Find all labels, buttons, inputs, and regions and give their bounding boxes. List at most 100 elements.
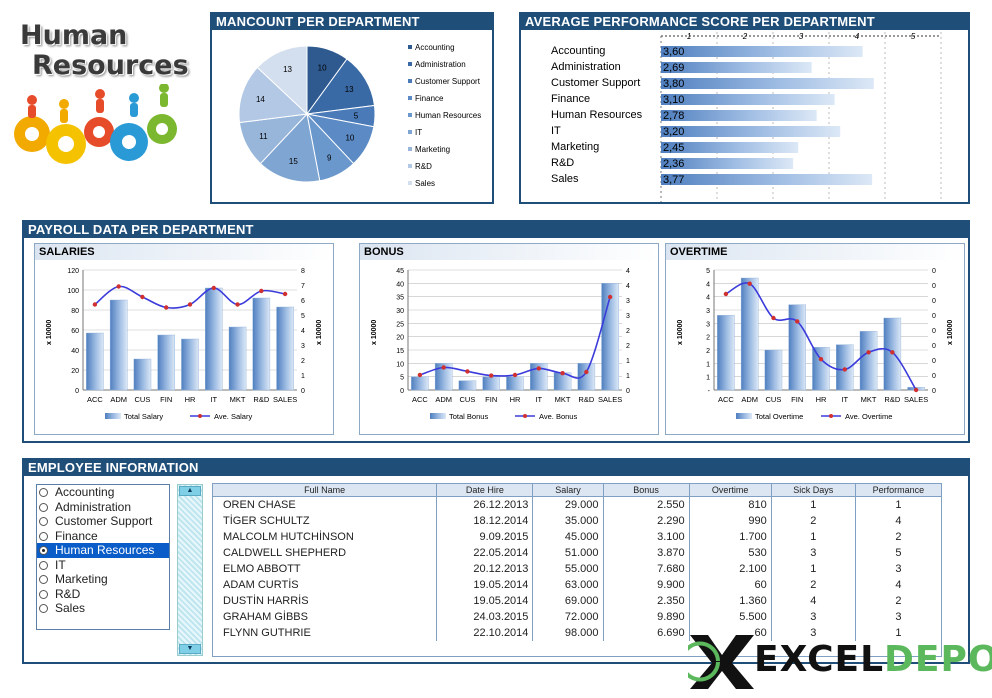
- bar-fin: [788, 304, 806, 391]
- cell-date-hire: 20.12.2013: [436, 560, 534, 577]
- y2-tick-label: 8: [301, 268, 305, 275]
- table-row[interactable]: ELMO ABBOTT 20.12.2013 55.000 7.680 2.100 1 3: [211, 560, 943, 577]
- bar-acc: [411, 376, 429, 391]
- cell-performance: 5: [854, 544, 943, 561]
- bar-mkt: [228, 326, 247, 391]
- scrollbar[interactable]: ▲ ▼: [177, 484, 203, 656]
- pie-data-label: 15: [289, 157, 298, 166]
- legend-label-accounting: Accounting: [415, 43, 455, 52]
- x-tick-label: IT: [535, 395, 542, 404]
- pie-data-label: 13: [283, 65, 292, 74]
- legend-swatch: [408, 45, 412, 49]
- y2-tick-label: 0: [932, 358, 936, 365]
- department-option-human-resources[interactable]: Human Resources: [37, 543, 169, 558]
- legend-marker: [829, 414, 833, 418]
- cell-full-name: TİGER SCHULTZ: [211, 512, 438, 529]
- cell-salary: 35.000: [532, 512, 604, 529]
- column-header-salary[interactable]: Salary: [532, 483, 604, 497]
- department-option-marketing[interactable]: Marketing: [37, 572, 169, 587]
- cell-salary: 69.000: [532, 592, 604, 609]
- line-marker: [536, 366, 541, 371]
- line-marker: [441, 365, 446, 370]
- cell-bonus: 2.550: [602, 496, 690, 513]
- x-tick-label: CUS: [460, 395, 476, 404]
- y2-tick-label: 0: [626, 388, 630, 395]
- table-row[interactable]: MALCOLM HUTCHİNSON 9.09.2015 45.000 3.100 1.…: [211, 528, 943, 545]
- cell-full-name: DUSTİN HARRİS: [211, 592, 438, 609]
- department-option-it[interactable]: IT: [37, 558, 169, 573]
- radio-icon: [39, 488, 48, 497]
- department-listbox[interactable]: Accounting Administration Customer Support…: [36, 484, 170, 630]
- y-tick-label: 10: [396, 361, 404, 368]
- perf-value-label: 3,80: [663, 78, 684, 90]
- column-header-overtime[interactable]: Overtime: [688, 483, 772, 497]
- legend-bar-label: Total Bonus: [449, 412, 488, 421]
- table-row[interactable]: FLYNN GUTHRIE 22.10.2014 98.000 6.690 60 3 1: [211, 624, 943, 641]
- pie-data-label: 10: [318, 63, 327, 72]
- cell-bonus: 3.870: [602, 544, 690, 561]
- bar-mkt: [859, 331, 878, 391]
- column-header-date-hire[interactable]: Date Hire: [436, 483, 534, 497]
- perf-category-human-resources: Human Resources: [551, 109, 643, 121]
- cell-bonus: 6.690: [602, 624, 690, 641]
- perf-category-customer-support: Customer Support: [551, 77, 640, 89]
- cell-full-name: ADAM CURTİS: [211, 576, 438, 593]
- table-row[interactable]: GRAHAM GİBBS 24.03.2015 72.000 9.890 5.500 3 3: [211, 608, 943, 625]
- bar-hr: [181, 338, 199, 391]
- cell-sick-days: 1: [770, 496, 856, 513]
- performance-bar-chart: 1 2 3 4 5 Accounting 3,60 Administration 2,69 Cus…: [551, 32, 942, 202]
- cell-full-name: MALCOLM HUTCHİNSON: [211, 528, 438, 545]
- pie-data-label: 9: [327, 154, 332, 163]
- table-row[interactable]: CALDWELL SHEPHERD 22.05.2014 51.000 3.870 53…: [211, 544, 943, 561]
- cell-performance: 2: [854, 528, 943, 545]
- overtime-chart: - 1 1 2 2 3 3 4 4 5 0 0 0 0 0 0 0 0 0 x 10000 x 10000 ACC ADM C…: [677, 268, 954, 421]
- department-option-accounting[interactable]: Accounting: [37, 485, 169, 500]
- x-tick-label: ACC: [412, 395, 428, 404]
- cell-salary: 98.000: [532, 624, 604, 641]
- column-header-bonus[interactable]: Bonus: [602, 483, 690, 497]
- y-tick-label: 3: [706, 308, 710, 315]
- perf-category-finance: Finance: [551, 93, 590, 105]
- line-marker: [818, 356, 824, 362]
- legend-swatch: [408, 62, 412, 66]
- column-header-performance[interactable]: Performance: [854, 483, 943, 497]
- table-row[interactable]: OREN CHASE 26.12.2013 29.000 2.550 810 1 1: [211, 496, 943, 513]
- line-marker: [842, 367, 847, 372]
- department-option-r-d[interactable]: R&D: [37, 587, 169, 602]
- y-tick-label: 2: [706, 348, 710, 355]
- bar-adm: [740, 277, 759, 391]
- y2-tick-label: 0: [932, 388, 936, 395]
- cell-performance: 2: [854, 592, 943, 609]
- table-row[interactable]: ADAM CURTİS 19.05.2014 63.000 9.900 60 2 4: [211, 576, 943, 593]
- pie-data-label: 5: [354, 112, 359, 121]
- x-tick-label: SALES: [598, 395, 622, 404]
- department-option-customer-support[interactable]: Customer Support: [37, 514, 169, 529]
- bar-fin: [482, 376, 500, 391]
- scroll-up-button[interactable]: ▲: [179, 486, 201, 496]
- department-option-finance[interactable]: Finance: [37, 529, 169, 544]
- x-tick-label: FIN: [160, 395, 172, 404]
- bar-acc: [717, 315, 735, 391]
- x-tick-label: ADM: [110, 395, 127, 404]
- line-marker: [747, 281, 752, 286]
- column-header-full-name[interactable]: Full Name: [211, 483, 438, 497]
- table-row[interactable]: DUSTİN HARRİS 19.05.2014 69.000 2.350 1.360 4…: [211, 592, 943, 609]
- bar-fin: [157, 334, 175, 391]
- perf-category-accounting: Accounting: [551, 45, 605, 57]
- pie-slice-sales: [256, 45, 308, 116]
- x-tick-label: HR: [816, 395, 827, 404]
- y-axis-label: x 10000: [677, 320, 684, 345]
- bar-hr: [506, 376, 524, 391]
- bonus-subpanel: BONUS 0 5 10 15 20 25 30 35 40 45 0 1 1 2 2 3 3 4 4 x 10000…: [359, 243, 659, 435]
- scroll-down-button[interactable]: ▼: [179, 644, 201, 654]
- y-tick-label: 1: [706, 375, 710, 382]
- column-header-sick-days[interactable]: Sick Days: [770, 483, 856, 497]
- line-marker: [890, 350, 895, 355]
- table-row[interactable]: TİGER SCHULTZ 18.12.2014 35.000 2.290 990 2 4: [211, 512, 943, 529]
- department-option-sales[interactable]: Sales: [37, 601, 169, 616]
- cell-sick-days: 3: [770, 544, 856, 561]
- department-option-administration[interactable]: Administration: [37, 500, 169, 515]
- radio-icon: [39, 502, 48, 512]
- perf-tick-label: 1: [687, 32, 691, 41]
- performance-title: AVERAGE PERFORMANCE SCORE PER DEPARTMENT: [521, 14, 968, 30]
